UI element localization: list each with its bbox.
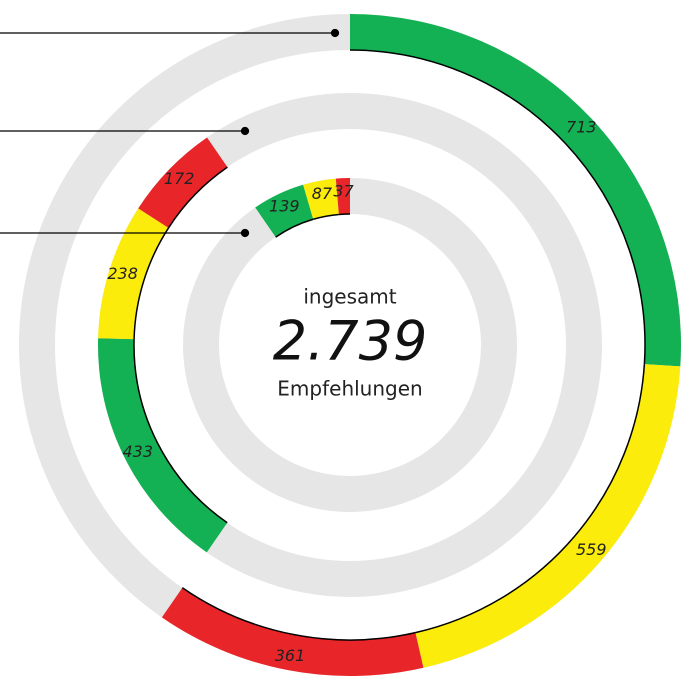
segment-edge <box>133 227 170 340</box>
segment-edge <box>181 587 416 641</box>
value-label: 713 <box>566 118 597 137</box>
ring-segment <box>138 137 228 228</box>
ring-segment <box>335 178 350 215</box>
ring-segment <box>98 208 169 340</box>
value-label: 559 <box>576 540 607 559</box>
ring-segment <box>415 364 681 668</box>
center-top: ingesamt <box>303 285 396 309</box>
rings: 713 559 361 433 238 172 139 87 37 <box>19 14 681 676</box>
value-label: 238 <box>107 264 138 283</box>
ring-segment <box>303 178 339 220</box>
segment-edge <box>133 339 228 524</box>
value-label: 172 <box>164 169 195 188</box>
value-label: 361 <box>275 646 306 665</box>
leader-dot <box>240 228 250 238</box>
ring-segment <box>161 587 424 676</box>
leader-dot <box>240 126 250 136</box>
segment-edge <box>167 166 228 229</box>
center-total: 2.739 <box>273 310 428 373</box>
ring-segment <box>350 14 681 367</box>
value-label: 37 <box>333 182 354 201</box>
segment-edge <box>275 218 314 238</box>
value-label: 87 <box>312 184 333 203</box>
ring-segment <box>98 338 228 553</box>
segment-edge <box>349 49 646 365</box>
value-label: 433 <box>122 442 153 461</box>
value-label: 139 <box>269 196 300 215</box>
segment-edge <box>313 213 339 220</box>
leader-dot <box>330 28 340 38</box>
center-bottom: Empfehlungen <box>277 377 422 401</box>
leader-lines <box>0 28 340 238</box>
segment-edge <box>415 364 646 634</box>
